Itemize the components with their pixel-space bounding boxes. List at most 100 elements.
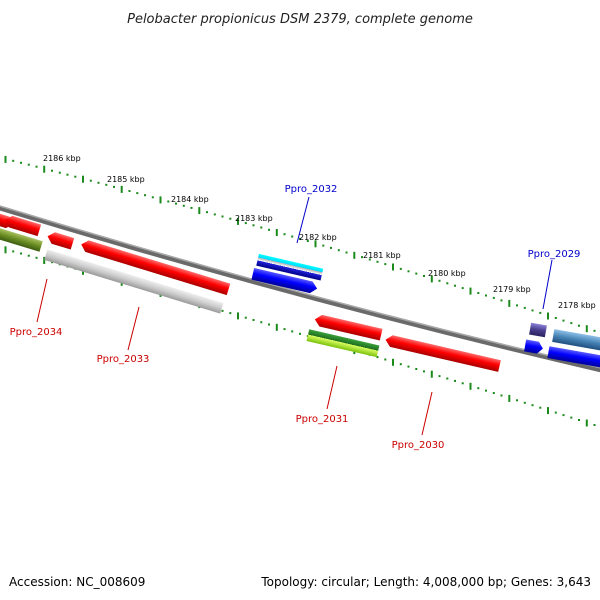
ruler-dot [554,411,557,414]
ruler-dot [384,358,387,361]
ruler-dot [415,368,418,370]
ruler-tick [43,165,46,173]
gene-arrow[interactable] [547,346,600,369]
ruler-tick [4,155,7,163]
ruler-dot [35,165,38,168]
ruler-dot [337,249,340,252]
ruler-dot [221,309,224,312]
ruler-tick [508,299,511,307]
ruler-tick [237,312,239,320]
ruler-outer-track [4,155,596,333]
gene-arrow[interactable] [251,267,318,295]
ruler-tick [469,382,472,390]
gene-label-Ppro_2034[interactable]: Ppro_2034 [10,327,63,338]
ruler-tick [198,207,201,215]
ruler-dot [20,161,22,164]
ruler-dot [167,200,170,203]
ruler-tick [4,246,7,254]
ruler-dot [175,202,177,205]
gene-label-Ppro_2033[interactable]: Ppro_2033 [97,354,150,365]
gene-label-Ppro_2030[interactable]: Ppro_2030 [392,440,445,451]
ruler-dot [570,416,573,419]
map-title: Pelobacter propionicus DSM 2379, complet… [127,12,473,27]
ruler-dot [51,169,53,172]
ruler-dot [562,414,565,417]
ruler-dot [368,258,371,261]
ruler-tick [275,229,278,236]
ruler-dot [244,316,247,319]
gene-label-Ppro_2029[interactable]: Ppro_2029 [528,249,581,260]
ruler-tick [585,419,588,427]
leader-line [326,365,338,410]
ruler-label: 2180 kbp [428,269,466,278]
ruler-dot [446,377,449,380]
ruler-tick [469,287,472,295]
gene-arrow[interactable] [3,214,42,237]
leader-line [296,196,310,244]
ruler-dot [516,304,518,307]
ruler-dot [407,270,410,273]
ruler-tick [314,240,317,248]
ruler-dot [306,240,309,242]
leader-line [542,259,553,310]
ruler-dot [539,406,542,409]
gene-label-Ppro_2031[interactable]: Ppro_2031 [296,414,349,425]
ruler-tick [120,185,123,193]
ruler-label: 2184 kbp [171,195,209,204]
ruler-label: 2186 kbp [43,154,81,163]
ruler-dot [206,211,208,214]
ruler-dot [144,194,146,197]
genome-summary-text: Topology: circular; Length: 4,008,000 bp… [260,575,591,589]
gene-Ppro_2031-arrow[interactable] [306,329,380,358]
ruler-dot [500,394,503,397]
ruler-dot [539,311,542,314]
ruler-label: 2179 kbp [493,285,531,294]
gene-arrow[interactable] [46,230,75,250]
ruler-tick [237,217,239,225]
ruler-tick [159,196,162,204]
gene-Ppro_2034-arrow[interactable] [0,227,43,252]
ruler-dot [570,322,573,325]
ruler-dot [252,319,255,321]
ruler-dot [415,272,418,275]
ruler-dot [12,159,15,162]
ruler-dot [423,275,425,277]
leader-line [421,391,433,436]
gene-label-Ppro_2032[interactable]: Ppro_2032 [285,184,338,195]
ruler-dot [500,299,503,302]
ruler-dot [461,287,464,290]
ruler-dot [252,224,255,227]
ruler-tick [353,251,356,259]
accession-text: Accession: NC_008609 [9,575,145,589]
ruler-dot [66,173,69,176]
ruler-dot [136,192,139,195]
gene-Ppro_2029-arrow[interactable] [529,322,547,338]
ruler-label: 2182 kbp [299,233,337,242]
ruler-label: 2181 kbp [363,251,401,260]
ruler-dot [229,312,232,315]
ruler-tick [82,175,84,183]
gene-arrow[interactable] [79,239,231,296]
ruler-dot [283,233,286,236]
ruler-dot [492,392,495,394]
ruler-dot [283,328,286,331]
ruler-dot [268,228,270,231]
gene-Ppro_2033-arrow[interactable] [44,249,224,314]
genome-backbone-highlight [0,205,600,369]
ruler-dot [384,263,387,266]
ruler-dot [105,183,108,186]
ruler-dot [376,356,379,359]
gene-arrow[interactable] [524,339,544,355]
ruler-dot [361,256,363,259]
ruler-tick [392,358,394,366]
gene-arrow[interactable] [552,329,600,353]
gene-Ppro_2030-arrow[interactable] [384,334,501,372]
ruler-dot [477,292,480,294]
gene-Ppro_2032-arrow[interactable] [256,253,324,281]
ruler-dot [330,246,332,249]
gene-arrow[interactable] [314,314,383,341]
ruler-dot [531,309,534,312]
ruler-dot [27,254,30,257]
